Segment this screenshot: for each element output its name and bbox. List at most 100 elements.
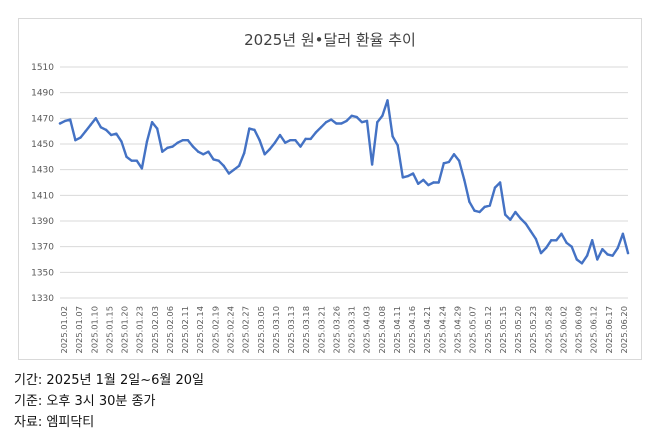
data-point xyxy=(488,204,492,207)
data-point xyxy=(268,147,272,151)
data-point xyxy=(248,127,251,130)
data-point xyxy=(135,159,138,162)
data-point xyxy=(626,251,630,255)
data-point xyxy=(381,114,384,117)
data-point xyxy=(299,145,302,148)
data-point xyxy=(498,181,502,184)
data-point xyxy=(140,167,144,170)
data-point xyxy=(478,210,481,214)
x-tick-label: 2025.01.15 xyxy=(104,306,114,354)
data-point xyxy=(606,253,609,256)
data-point xyxy=(345,119,348,123)
x-tick-label: 2025.04.08 xyxy=(377,306,387,354)
data-point xyxy=(243,151,246,155)
data-point xyxy=(585,254,589,257)
data-point xyxy=(376,120,379,124)
data-point xyxy=(596,258,599,261)
data-point xyxy=(611,254,614,257)
data-point xyxy=(503,213,507,216)
data-point xyxy=(396,144,399,147)
data-point xyxy=(442,162,445,165)
data-point xyxy=(202,153,205,156)
chart-container: 2025년 원•달러 환율 추이 1330 1350 1370 1390 1410 143… xyxy=(18,18,642,360)
line-chart: 1330 1350 1370 1390 1410 1430 1450 1470 1490 1510… xyxy=(31,63,630,354)
x-tick-label: 2025.04.11 xyxy=(392,306,402,354)
y-tick-label: 1370 xyxy=(31,243,54,253)
y-tick-label: 1510 xyxy=(31,63,54,73)
data-point xyxy=(580,262,584,265)
period-note: 기간: 2025년 1월 2일~6월 20일 xyxy=(14,373,204,388)
data-point xyxy=(171,145,174,148)
data-point xyxy=(416,182,420,185)
data-point xyxy=(406,174,410,178)
y-tick-label: 1390 xyxy=(31,217,54,227)
data-point xyxy=(304,137,307,141)
data-point xyxy=(273,141,277,144)
data-point xyxy=(355,115,358,119)
x-tick-label: 2025.05.28 xyxy=(543,306,553,354)
data-point xyxy=(309,137,312,141)
data-point xyxy=(283,141,287,144)
data-point xyxy=(63,119,67,123)
y-tick-label: 1430 xyxy=(31,166,54,176)
data-point xyxy=(161,150,164,153)
data-point xyxy=(340,122,343,125)
y-tick-label: 1450 xyxy=(31,140,54,150)
data-point xyxy=(437,181,440,184)
data-point xyxy=(176,141,179,144)
data-point xyxy=(524,222,527,225)
data-point xyxy=(575,258,579,261)
x-tick-label: 2025.03.10 xyxy=(271,306,281,354)
x-tick-label: 2025.01.10 xyxy=(89,306,99,354)
x-tick-label: 2025.02.27 xyxy=(241,306,251,354)
x-tick-label: 2025.04.03 xyxy=(362,306,372,354)
data-point xyxy=(570,245,573,248)
x-tick-label: 2025.05.12 xyxy=(483,306,493,354)
data-point xyxy=(222,164,225,168)
y-tick-label: 1410 xyxy=(31,191,54,201)
data-point xyxy=(457,159,461,162)
data-point xyxy=(335,122,338,125)
data-point xyxy=(69,118,72,121)
data-point xyxy=(289,138,292,142)
data-point xyxy=(350,114,353,117)
x-tick-label: 2025.03.18 xyxy=(301,306,311,354)
data-point xyxy=(432,181,435,184)
x-tick-label: 2025.06.12 xyxy=(589,306,599,354)
data-point xyxy=(191,145,195,148)
y-tick-label: 1490 xyxy=(31,89,54,99)
x-tick-label: 2025.06.09 xyxy=(574,306,584,354)
data-point xyxy=(207,150,210,153)
basis-note: 기준: 오후 3시 30분 종가 xyxy=(14,394,156,409)
x-tick-label: 2025.03.21 xyxy=(316,306,326,354)
x-tick-label: 2025.06.02 xyxy=(558,306,568,354)
y-tick-label: 1350 xyxy=(31,268,54,278)
data-point xyxy=(314,131,318,134)
data-point xyxy=(529,230,532,233)
data-point xyxy=(391,135,394,138)
data-point xyxy=(253,128,256,132)
data-point xyxy=(150,120,154,124)
x-tick-label: 2025.04.24 xyxy=(437,306,447,354)
x-tick-label: 2025.06.17 xyxy=(604,306,614,354)
data-point xyxy=(319,126,323,129)
data-point xyxy=(401,176,405,179)
data-point xyxy=(258,138,261,142)
x-tick-label: 2025.02.11 xyxy=(180,306,190,354)
x-tick-label: 2025.05.07 xyxy=(468,306,478,354)
footer-notes: 기간: 2025년 1월 2일~6월 20일 기준: 오후 3시 30분 종가 … xyxy=(14,370,204,433)
data-point xyxy=(452,153,456,156)
data-point xyxy=(483,205,486,209)
x-tick-label: 2025.02.06 xyxy=(165,306,175,354)
data-point xyxy=(278,133,282,137)
data-point xyxy=(263,153,266,156)
data-point xyxy=(166,146,169,150)
data-point xyxy=(550,239,553,242)
data-point xyxy=(463,178,466,182)
x-tick-label: 2025.03.05 xyxy=(256,306,266,354)
data-point xyxy=(324,120,328,124)
y-tick-label: 1330 xyxy=(31,294,54,304)
data-point xyxy=(212,158,215,161)
data-point xyxy=(621,232,625,236)
data-point xyxy=(237,164,241,168)
